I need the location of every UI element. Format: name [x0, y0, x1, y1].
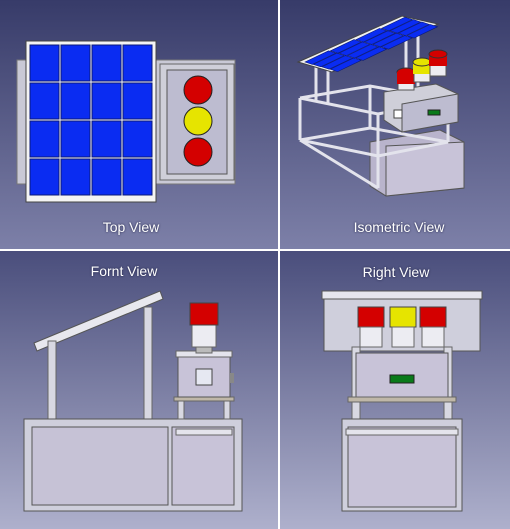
horizontal-divider	[0, 249, 510, 251]
solar-cell	[380, 16, 414, 32]
solar-cell	[29, 120, 60, 158]
solar-cell	[60, 158, 91, 196]
red-light-icon	[183, 75, 213, 105]
indicator-green	[389, 374, 415, 384]
solar-cell	[380, 35, 413, 50]
solar-panel-edge	[33, 290, 164, 352]
solar-cell	[397, 21, 431, 36]
isometric-view-quadrant: Isometric View	[280, 0, 510, 249]
solar-cell	[91, 44, 122, 82]
solar-cell	[355, 28, 388, 43]
yellow-light-icon	[389, 306, 417, 328]
solar-cell	[122, 82, 153, 120]
solar-cell	[312, 52, 346, 68]
solar-cell	[91, 82, 122, 120]
solar-cell	[91, 158, 122, 196]
tower-lights	[396, 49, 448, 91]
solar-cell	[371, 32, 405, 48]
solar-cell	[122, 158, 153, 196]
top-view-quadrant: Top View	[0, 0, 278, 249]
solar-panel	[296, 15, 440, 73]
red-light-icon	[419, 306, 447, 328]
solar-cell	[60, 120, 91, 158]
red-light-icon	[357, 306, 385, 328]
solar-cell	[60, 44, 91, 82]
front-view-quadrant: Fornt View	[0, 251, 278, 529]
solar-cell	[29, 158, 60, 196]
solar-cell	[389, 19, 422, 34]
solar-cell	[29, 82, 60, 120]
red-light-icon	[183, 137, 213, 167]
yellow-light-icon	[183, 106, 213, 136]
cabinet	[171, 426, 235, 506]
red-light-icon	[189, 302, 219, 326]
tower-lights	[357, 306, 447, 348]
solar-cell	[29, 44, 60, 82]
top-view-drawing	[0, 0, 278, 249]
cabinet	[347, 426, 457, 508]
right-view-quadrant: Right View	[280, 251, 510, 529]
solar-cell	[304, 50, 337, 65]
solar-cell	[346, 44, 380, 59]
solar-cell	[405, 24, 439, 39]
solar-cell	[329, 57, 362, 72]
solar-cell	[122, 120, 153, 158]
front-view-label: Fornt View	[90, 263, 158, 279]
indicator-green	[427, 109, 441, 116]
solar-cell	[338, 41, 371, 56]
solar-cell	[354, 46, 388, 61]
top-view-label: Top View	[102, 219, 160, 235]
solar-cell	[91, 120, 122, 158]
solar-cell	[320, 55, 354, 70]
solar-cell	[122, 44, 153, 82]
solar-cells	[29, 44, 153, 196]
solar-cell	[60, 82, 91, 120]
isometric-view-drawing	[280, 0, 510, 249]
solar-cell	[329, 39, 363, 54]
right-view-drawing	[280, 251, 510, 529]
solar-cell	[363, 30, 397, 45]
vertical-divider	[278, 0, 280, 529]
front-view-drawing	[0, 251, 278, 529]
isometric-view-label: Isometric View	[353, 219, 445, 235]
right-view-label: Right View	[362, 264, 430, 280]
